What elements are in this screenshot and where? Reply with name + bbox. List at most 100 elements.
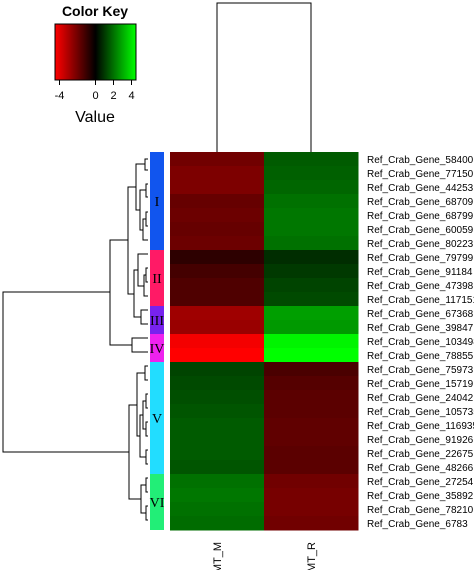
heatmap-cell bbox=[264, 362, 359, 377]
heatmap-cell bbox=[170, 502, 265, 517]
column-labels: UMT_M UMT_R bbox=[212, 542, 318, 575]
row-label: Ref_Crab_Gene_39847 bbox=[367, 323, 474, 334]
row-label: Ref_Crab_Gene_58400 bbox=[367, 155, 474, 166]
heatmap-cell bbox=[264, 166, 359, 181]
row-label: Ref_Crab_Gene_78855 bbox=[367, 351, 474, 362]
cluster-bar-segment bbox=[150, 306, 164, 334]
heatmap-cell bbox=[264, 278, 359, 293]
column-label: UMT_R bbox=[306, 542, 318, 570]
heatmap-cell bbox=[264, 194, 359, 209]
row-label: Ref_Crab_Gene_6783 bbox=[367, 519, 468, 530]
row-label: Ref_Crab_Gene_24042 bbox=[367, 393, 474, 404]
heatmap-cell bbox=[170, 362, 265, 377]
heatmap-cell bbox=[264, 446, 359, 461]
row-dendrogram bbox=[2, 158, 148, 521]
heatmap-cell bbox=[170, 376, 265, 391]
heatmap-cell bbox=[264, 348, 359, 363]
cluster-label: III bbox=[150, 314, 164, 329]
cluster-label: II bbox=[152, 272, 162, 287]
heatmap-cell bbox=[264, 460, 359, 475]
row-label: Ref_Crab_Gene_35892 bbox=[367, 491, 474, 502]
color-key-tick-label: 2 bbox=[110, 90, 116, 102]
heatmap-cell bbox=[264, 222, 359, 237]
heatmap-cell bbox=[264, 236, 359, 251]
row-label: Ref_Crab_Gene_47398 bbox=[367, 281, 474, 292]
heatmap-cell bbox=[264, 474, 359, 489]
heatmap-cell bbox=[170, 516, 265, 531]
row-label: Ref_Crab_Gene_117151 bbox=[367, 295, 474, 306]
heatmap-cell bbox=[170, 236, 265, 251]
row-label: Ref_Crab_Gene_77150 bbox=[367, 169, 474, 180]
row-label: Ref_Crab_Gene_79799 bbox=[367, 253, 474, 264]
row-label: Ref_Crab_Gene_27254 bbox=[367, 477, 474, 488]
cluster-bar-segment bbox=[150, 474, 164, 530]
heatmap-cell bbox=[264, 292, 359, 307]
heatmap-cell bbox=[170, 432, 265, 447]
heatmap-cell bbox=[264, 390, 359, 405]
row-label: Ref_Crab_Gene_15719 bbox=[367, 379, 474, 390]
row-label: Ref_Crab_Gene_91184 bbox=[367, 267, 473, 278]
row-label: Ref_Crab_Gene_91926 bbox=[367, 435, 474, 446]
color-key: Color Key -4 0 2 4 Value bbox=[54, 3, 137, 126]
color-key-tick-label: 4 bbox=[128, 90, 134, 102]
cluster-bar-segment bbox=[150, 334, 164, 362]
row-label: Ref_Crab_Gene_78210 bbox=[367, 505, 474, 516]
row-label: Ref_Crab_Gene_68799 bbox=[367, 211, 474, 222]
color-key-tick-label: 0 bbox=[92, 90, 98, 102]
heatmap-cell bbox=[264, 376, 359, 391]
row-label: Ref_Crab_Gene_105735 bbox=[367, 407, 474, 418]
heatmap-cell bbox=[264, 180, 359, 195]
row-label: Ref_Crab_Gene_75973 bbox=[367, 365, 474, 376]
heatmap-cell bbox=[170, 222, 265, 237]
heatmap-cell bbox=[170, 250, 265, 265]
row-label: Ref_Crab_Gene_60059 bbox=[367, 225, 474, 236]
heatmap-cell bbox=[170, 166, 265, 181]
heatmap-cell bbox=[170, 348, 265, 363]
heatmap-cell bbox=[170, 418, 265, 433]
heatmap-cell bbox=[264, 208, 359, 223]
heatmap-cell bbox=[264, 250, 359, 265]
heatmap-cell bbox=[170, 278, 265, 293]
color-key-ticks: -4 0 2 4 bbox=[55, 80, 135, 102]
heatmap-cell bbox=[170, 306, 265, 321]
row-label: Ref_Crab_Gene_80223 bbox=[367, 239, 474, 250]
heatmap-cell bbox=[170, 390, 265, 405]
row-label: Ref_Crab_Gene_116935 bbox=[367, 421, 474, 432]
heatmap-cell bbox=[264, 404, 359, 419]
row-label: Ref_Crab_Gene_44253 bbox=[367, 183, 474, 194]
cluster-label: IV bbox=[150, 342, 165, 357]
heatmap-cell bbox=[170, 474, 265, 489]
heatmap-cell bbox=[170, 292, 265, 307]
heatmap-cell bbox=[264, 334, 359, 349]
cluster-label: V bbox=[152, 412, 162, 427]
heatmap-cell bbox=[170, 208, 265, 223]
row-label: Ref_Crab_Gene_68709 bbox=[367, 197, 474, 208]
heatmap-cells bbox=[170, 152, 359, 531]
heatmap-cell bbox=[170, 446, 265, 461]
color-key-tick-label: -4 bbox=[55, 90, 65, 102]
row-label: Ref_Crab_Gene_103498 bbox=[367, 337, 474, 348]
row-label: Ref_Crab_Gene_48266 bbox=[367, 463, 474, 474]
heatmap-cell bbox=[264, 418, 359, 433]
color-key-title: Color Key bbox=[62, 3, 128, 19]
color-key-label: Value bbox=[75, 109, 115, 126]
heatmap-cell bbox=[170, 404, 265, 419]
heatmap-cell bbox=[170, 488, 265, 503]
heatmap-cell bbox=[170, 194, 265, 209]
cluster-label: I bbox=[155, 195, 160, 210]
cluster-bar-segment bbox=[150, 250, 164, 306]
cluster-bar-segment bbox=[150, 152, 164, 250]
heatmap-cell bbox=[264, 152, 359, 167]
cluster-bar-segment bbox=[150, 362, 164, 474]
row-label: Ref_Crab_Gene_67368 bbox=[367, 309, 474, 320]
heatmap-cell bbox=[264, 502, 359, 517]
row-labels: Ref_Crab_Gene_58400 Ref_Crab_Gene_77150 Re… bbox=[367, 155, 474, 530]
heatmap-cell bbox=[170, 264, 265, 279]
heatmap-cell bbox=[170, 334, 265, 349]
heatmap-cell bbox=[264, 320, 359, 335]
cluster-label: VI bbox=[150, 496, 165, 511]
heatmap-cell bbox=[264, 488, 359, 503]
